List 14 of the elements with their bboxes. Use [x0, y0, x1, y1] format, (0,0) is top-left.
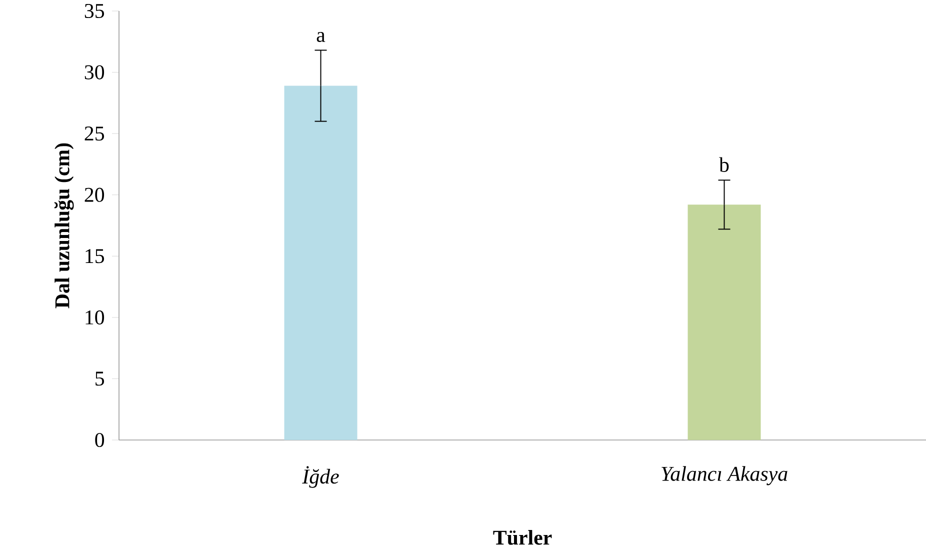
annotation: b	[719, 157, 729, 172]
y-tick-label: 30	[84, 65, 104, 80]
y-tick-label: 20	[84, 188, 104, 202]
x-axis-title: Türler	[493, 530, 552, 545]
y-tick-label: 10	[86, 310, 104, 324]
annotation: a	[316, 32, 326, 42]
y-tick-label: 25	[84, 126, 104, 141]
x-tick-label: İğde	[302, 466, 339, 488]
y-tick-label: 35	[84, 4, 104, 18]
y-tick-label: 0	[95, 432, 104, 448]
y-tick-label: 15	[86, 249, 104, 264]
y-tick-label: 5	[96, 372, 104, 386]
x-tick-label: Yalancı Akasya	[662, 466, 788, 486]
y-axis-title: Dal uzunluğu (cm)	[54, 143, 74, 308]
